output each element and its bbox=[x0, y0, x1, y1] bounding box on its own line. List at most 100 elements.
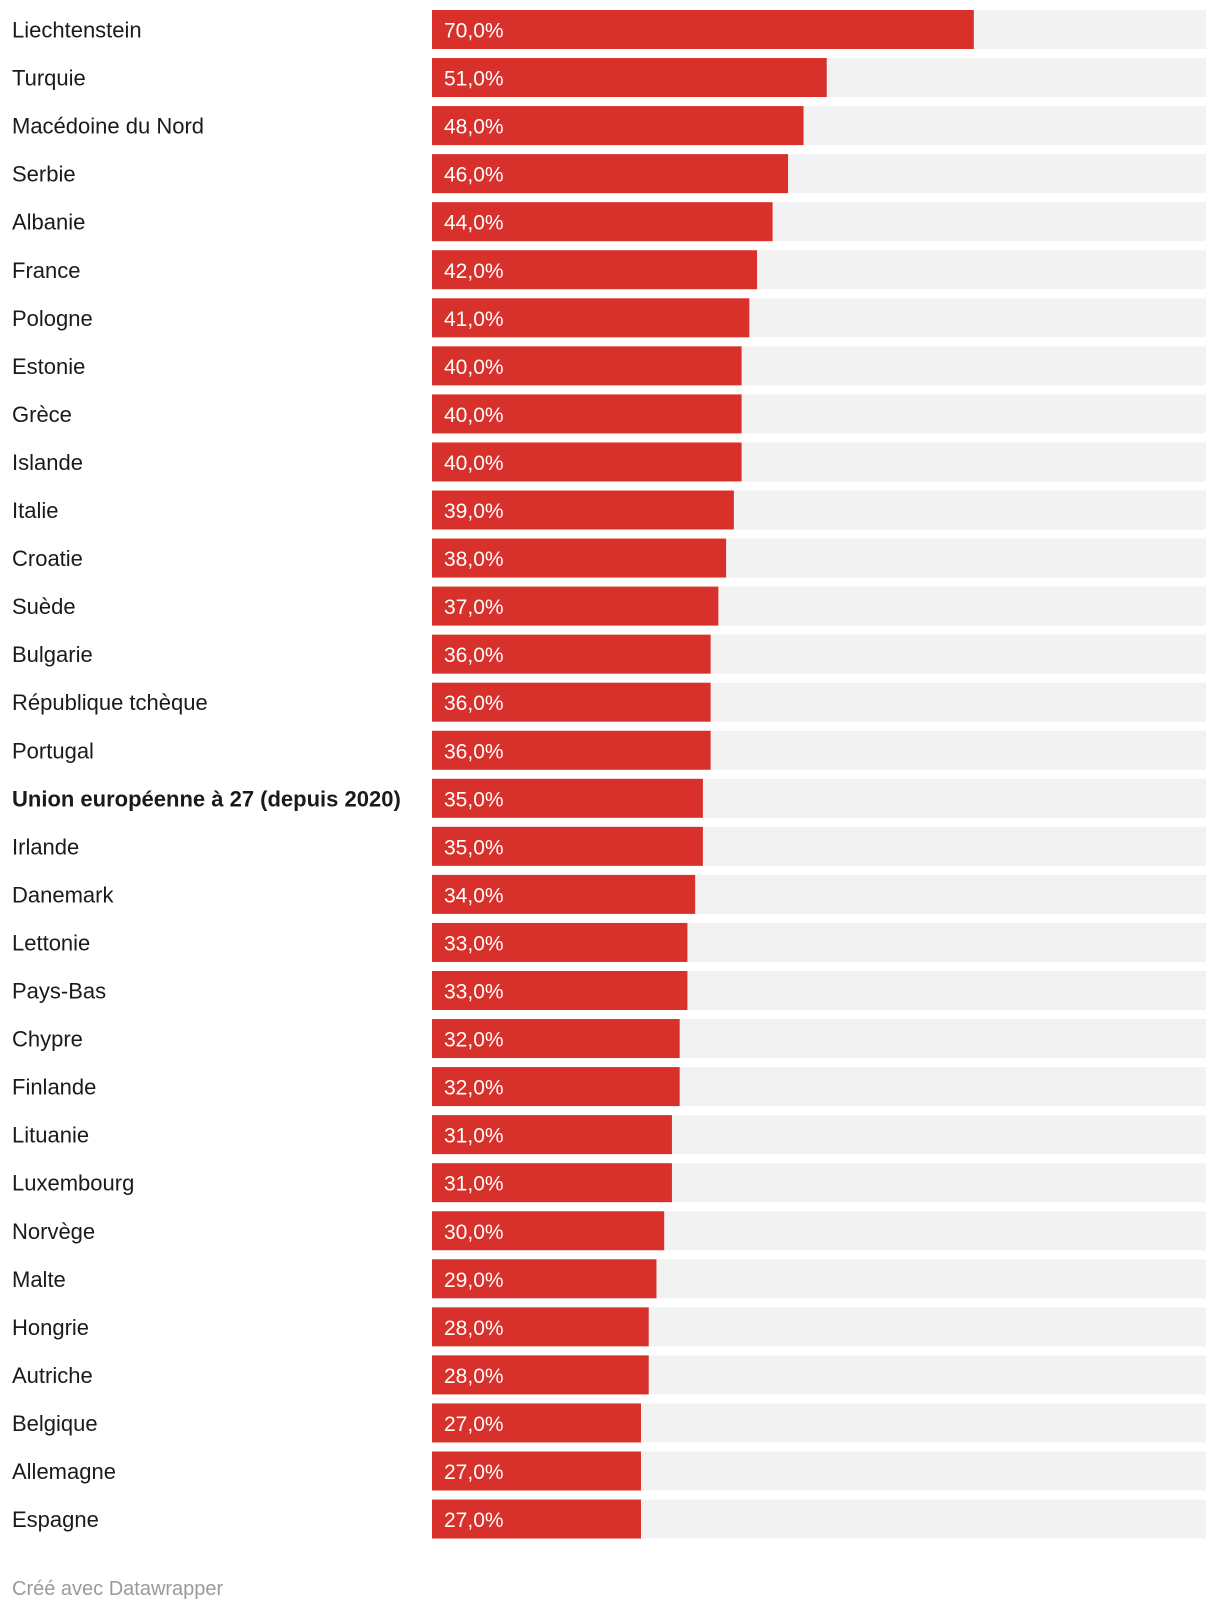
bar-row: Allemagne 27,0% bbox=[12, 1451, 1206, 1491]
category-label: Albanie bbox=[12, 210, 85, 235]
data-label: 31,0% bbox=[444, 1125, 504, 1148]
bar bbox=[432, 202, 773, 242]
footer-credit: Créé avec Datawrapper bbox=[12, 1578, 224, 1600]
category-label: Allemagne bbox=[12, 1459, 116, 1484]
data-label: 40,0% bbox=[444, 404, 504, 427]
bar bbox=[432, 1355, 649, 1395]
data-label: 36,0% bbox=[444, 692, 504, 715]
bar bbox=[432, 1403, 641, 1443]
category-label: Portugal bbox=[12, 738, 94, 763]
category-label: Norvège bbox=[12, 1219, 95, 1244]
category-label: Finlande bbox=[12, 1075, 96, 1100]
bar-row: Grèce 40,0% bbox=[12, 394, 1206, 434]
bar-row: Bulgarie 36,0% bbox=[12, 634, 1206, 674]
category-label: Lituanie bbox=[12, 1123, 89, 1148]
bar bbox=[432, 1451, 641, 1491]
category-label: Espagne bbox=[12, 1507, 99, 1532]
bar-row: Luxembourg 31,0% bbox=[12, 1163, 1206, 1203]
data-label: 41,0% bbox=[444, 308, 504, 331]
category-label: Chypre bbox=[12, 1027, 83, 1052]
bar-row: Irlande 35,0% bbox=[12, 826, 1206, 866]
bar-row: Hongrie 28,0% bbox=[12, 1307, 1206, 1347]
bar bbox=[432, 1067, 680, 1107]
category-label: Islande bbox=[12, 450, 83, 475]
bar bbox=[432, 971, 688, 1010]
data-label: 31,0% bbox=[444, 1173, 504, 1196]
bar bbox=[432, 394, 742, 434]
data-label: 27,0% bbox=[444, 1461, 504, 1484]
bar-row: Estonie 40,0% bbox=[12, 346, 1206, 386]
bar bbox=[432, 346, 742, 386]
bar bbox=[432, 1019, 680, 1059]
bar bbox=[432, 730, 711, 770]
bar-row: Danemark 34,0% bbox=[12, 874, 1206, 914]
bar-row: Autriche 28,0% bbox=[12, 1355, 1206, 1395]
bar-row: France 42,0% bbox=[12, 250, 1206, 290]
bar bbox=[432, 682, 711, 722]
category-label: Union européenne à 27 (depuis 2020) bbox=[12, 786, 401, 811]
bar bbox=[432, 250, 758, 290]
data-label: 33,0% bbox=[444, 981, 504, 1004]
category-label: Suède bbox=[12, 594, 76, 619]
category-label: Luxembourg bbox=[12, 1171, 134, 1196]
bar-row: Serbie 46,0% bbox=[12, 154, 1206, 194]
bar-row: Italie 39,0% bbox=[12, 490, 1206, 530]
bar bbox=[432, 1499, 641, 1539]
bar bbox=[432, 874, 696, 914]
bar bbox=[432, 1307, 649, 1347]
data-label: 32,0% bbox=[444, 1077, 504, 1100]
bar-row: Islande 40,0% bbox=[12, 442, 1206, 482]
bar-row: Union européenne à 27 (depuis 2020) 35,0% bbox=[12, 778, 1206, 818]
data-label: 46,0% bbox=[444, 164, 504, 187]
data-label: 39,0% bbox=[444, 500, 504, 523]
bar-chart: Liechtenstein 70,0% Turquie 51,0% Macédoine … bbox=[12, 10, 1206, 1539]
bar-row: Chypre 32,0% bbox=[12, 1019, 1206, 1059]
data-label: 51,0% bbox=[444, 68, 504, 91]
data-label: 40,0% bbox=[444, 452, 504, 475]
bar-row: Pologne 41,0% bbox=[12, 298, 1206, 338]
bar bbox=[432, 922, 688, 962]
data-label: 36,0% bbox=[444, 644, 504, 667]
data-label: 35,0% bbox=[444, 836, 504, 859]
bar bbox=[432, 586, 719, 626]
bar-row: Pays-Bas 33,0% bbox=[12, 971, 1206, 1010]
data-label: 27,0% bbox=[444, 1413, 504, 1436]
data-label: 38,0% bbox=[444, 548, 504, 571]
bar bbox=[432, 106, 804, 146]
category-label: Belgique bbox=[12, 1411, 98, 1436]
category-label: Turquie bbox=[12, 66, 86, 91]
bar bbox=[432, 1211, 665, 1251]
bar bbox=[432, 1163, 672, 1203]
category-label: Estonie bbox=[12, 354, 85, 379]
data-label: 29,0% bbox=[444, 1269, 504, 1292]
bar-row: Portugal 36,0% bbox=[12, 730, 1206, 770]
category-label: Autriche bbox=[12, 1363, 93, 1388]
category-label: Danemark bbox=[12, 882, 114, 907]
bar-row: République tchèque 36,0% bbox=[12, 682, 1206, 722]
data-label: 30,0% bbox=[444, 1221, 504, 1244]
category-label: Bulgarie bbox=[12, 642, 93, 667]
bar bbox=[432, 490, 734, 530]
data-label: 28,0% bbox=[444, 1365, 504, 1388]
bar bbox=[432, 1259, 657, 1299]
bar bbox=[432, 826, 703, 866]
category-label: Hongrie bbox=[12, 1315, 89, 1340]
data-label: 28,0% bbox=[444, 1317, 504, 1340]
category-label: Grèce bbox=[12, 402, 72, 427]
bar-row: Lettonie 33,0% bbox=[12, 922, 1206, 962]
bar-row: Malte 29,0% bbox=[12, 1259, 1206, 1299]
data-label: 35,0% bbox=[444, 788, 504, 811]
data-label: 34,0% bbox=[444, 884, 504, 907]
bar-row: Belgique 27,0% bbox=[12, 1403, 1206, 1443]
category-label: Irlande bbox=[12, 834, 79, 859]
category-label: France bbox=[12, 258, 80, 283]
bar-row: Espagne 27,0% bbox=[12, 1499, 1206, 1539]
data-label: 37,0% bbox=[444, 596, 504, 619]
category-label: Lettonie bbox=[12, 930, 90, 955]
bar-row: Norvège 30,0% bbox=[12, 1211, 1206, 1251]
bar bbox=[432, 634, 711, 674]
data-label: 70,0% bbox=[444, 20, 504, 43]
category-label: Serbie bbox=[12, 162, 76, 187]
data-label: 36,0% bbox=[444, 740, 504, 763]
data-label: 32,0% bbox=[444, 1029, 504, 1052]
